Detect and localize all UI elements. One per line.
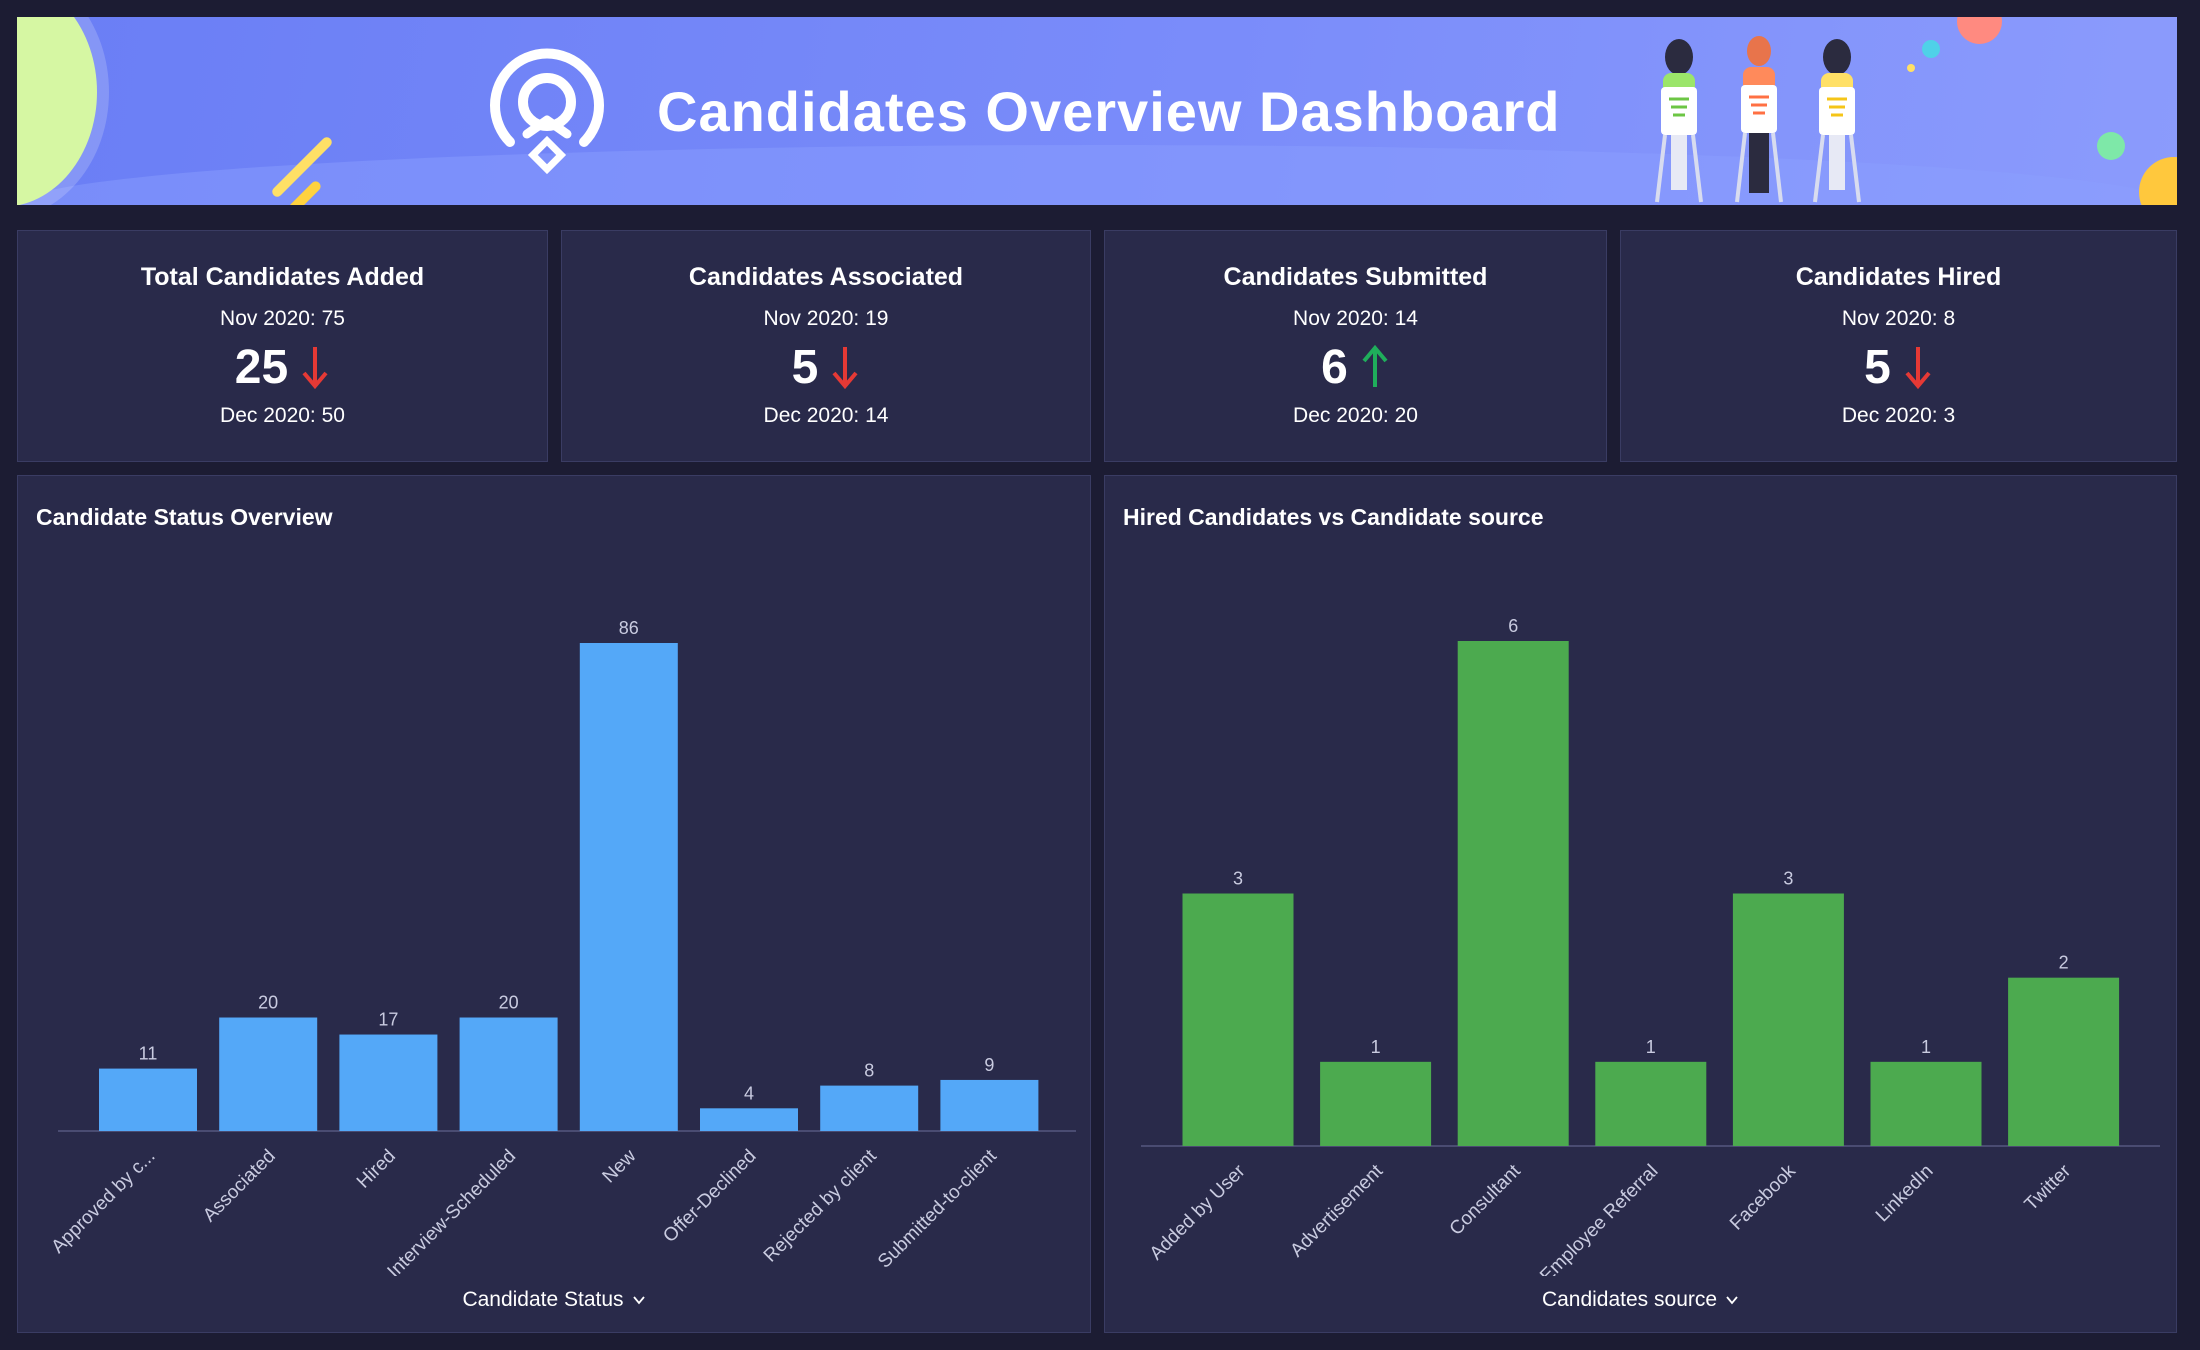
chart-bar[interactable]	[1870, 1061, 1982, 1146]
x-tick-label: Offer-Declined	[659, 1146, 760, 1247]
kpi-value: 25	[234, 340, 289, 394]
kpi-current-value: Dec 2020: 3	[1841, 404, 1956, 427]
kpi-card-total-added[interactable]: Total Candidates Added Nov 2020: 75 25 D…	[17, 230, 548, 462]
page-title: Candidates Overview Dashboard	[657, 80, 1561, 143]
chart-bar[interactable]	[99, 1068, 197, 1131]
kpi-card-hired[interactable]: Candidates Hired Nov 2020: 8 5 Dec 2020:…	[1620, 230, 2177, 462]
chart-bar[interactable]	[1732, 893, 1844, 1147]
x-axis-title: Candidate Status	[462, 1288, 624, 1311]
x-tick-label: Rejected by client	[760, 1145, 881, 1266]
kpi-current-value: Dec 2020: 14	[763, 404, 889, 427]
data-label: 3	[1233, 869, 1243, 889]
chart-bar[interactable]	[219, 1017, 318, 1131]
kpi-value: 6	[1321, 340, 1348, 394]
x-tick-label: Twitter	[2021, 1160, 2076, 1215]
candidate-status-chart: 11 Approved by c... 20 Associated 17 Hired 20 I…	[48, 618, 1076, 1276]
kpi-current-value: Dec 2020: 20	[1293, 404, 1418, 427]
people-illustration-icon	[1655, 36, 1861, 203]
arrow-up-icon	[1362, 344, 1388, 387]
data-label: 1	[1921, 1037, 1931, 1057]
kpi-title: Candidates Hired	[1795, 263, 2002, 291]
banner-dot-decoration	[1907, 64, 1915, 72]
kpi-card-associated[interactable]: Candidates Associated Nov 2020: 19 5 Dec…	[561, 230, 1091, 462]
banner-dot-decoration	[2097, 132, 2125, 160]
chevron-down-icon	[632, 1296, 645, 1305]
chart-bar[interactable]	[940, 1079, 1039, 1131]
chart-bar[interactable]	[1457, 641, 1569, 1146]
x-tick-label: Advertisement	[1286, 1160, 1387, 1261]
banner-dot-decoration	[1922, 40, 1940, 58]
arrow-down-icon	[302, 347, 328, 390]
x-tick-label: LinkedIn	[1872, 1161, 1938, 1227]
kpi-title: Candidates Submitted	[1223, 263, 1488, 291]
x-axis-selector[interactable]: Candidate Status	[18, 1288, 1090, 1312]
kpi-card-submitted[interactable]: Candidates Submitted Nov 2020: 14 6 Dec …	[1104, 230, 1607, 462]
app-logo-icon	[490, 48, 604, 175]
kpi-current-value: Dec 2020: 50	[220, 404, 345, 427]
x-tick-label: Associated	[199, 1146, 280, 1227]
kpi-previous-value: Nov 2020: 14	[1293, 307, 1418, 330]
header-banner: Candidates Overview Dashboard	[17, 17, 2177, 205]
data-label: 3	[1783, 869, 1793, 889]
chart-bar[interactable]	[700, 1108, 798, 1131]
hired-vs-source-chart-panel: 3 Added by User 1 Advertisement 6 Consultant 1…	[1104, 475, 2177, 1333]
kpi-value: 5	[1864, 340, 1891, 394]
kpi-previous-value: Nov 2020: 75	[220, 307, 345, 330]
data-label: 2	[2059, 953, 2069, 973]
chart-bar[interactable]	[2008, 977, 2120, 1146]
data-label: 86	[619, 618, 639, 638]
data-label: 4	[744, 1083, 754, 1103]
data-label: 20	[499, 993, 519, 1013]
candidate-status-chart-panel: 11 Approved by c... 20 Associated 17 Hired 20 I…	[17, 475, 1091, 1333]
arrow-down-icon	[1905, 347, 1931, 390]
data-label: 1	[1371, 1037, 1381, 1057]
data-label: 20	[258, 993, 278, 1013]
banner-circle-decoration	[17, 17, 97, 205]
kpi-title: Candidates Associated	[688, 263, 964, 291]
x-tick-label: Hired	[353, 1146, 400, 1193]
chart-bar[interactable]	[579, 643, 678, 1131]
data-label: 17	[378, 1010, 398, 1030]
x-axis-title: Candidates source	[1541, 1288, 1718, 1311]
chart-bar[interactable]	[1182, 893, 1294, 1147]
x-tick-label: Added by User	[1146, 1160, 1250, 1264]
kpi-previous-value: Nov 2020: 19	[763, 307, 889, 330]
kpi-previous-value: Nov 2020: 8	[1841, 307, 1956, 330]
x-axis-selector[interactable]: Candidates source	[1105, 1288, 2176, 1312]
data-label: 1	[1646, 1037, 1656, 1057]
chart-bar[interactable]	[1320, 1061, 1432, 1146]
chart-bar[interactable]	[339, 1034, 438, 1131]
x-tick-label: Consultant	[1446, 1160, 1526, 1240]
x-tick-label: New	[599, 1145, 641, 1187]
hired-vs-source-chart: 3 Added by User 1 Advertisement 6 Consultant 1…	[1141, 616, 2160, 1276]
data-label: 9	[984, 1055, 994, 1075]
x-tick-label: Submitted-to-client	[874, 1145, 1001, 1272]
arrow-down-icon	[832, 347, 858, 390]
chevron-down-icon	[1726, 1296, 1738, 1305]
kpi-value: 5	[791, 340, 819, 394]
chart-bar[interactable]	[459, 1017, 558, 1131]
kpi-title: Total Candidates Added	[140, 263, 425, 291]
data-label: 11	[139, 1044, 158, 1064]
x-tick-label: Interview-Scheduled	[384, 1146, 521, 1276]
chart-title: Candidate Status Overview	[36, 504, 333, 530]
data-label: 8	[864, 1061, 874, 1081]
x-tick-label: Facebook	[1726, 1160, 1800, 1234]
chart-title: Hired Candidates vs Candidate source	[1123, 504, 1544, 530]
chart-bar[interactable]	[820, 1085, 919, 1131]
x-tick-label: Approved by c...	[48, 1146, 160, 1258]
x-tick-label: Employee Referral	[1536, 1161, 1662, 1276]
banner-dot-decoration	[2139, 157, 2177, 205]
banner-dot-decoration	[1957, 17, 2002, 44]
chart-bar[interactable]	[1595, 1061, 1707, 1146]
data-label: 6	[1508, 616, 1518, 636]
